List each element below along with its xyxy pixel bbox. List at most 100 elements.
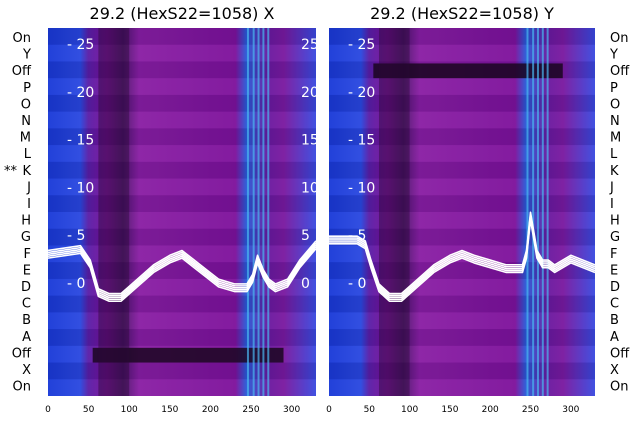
series-line (48, 240, 316, 295)
heatmap-row-band (329, 94, 595, 112)
row-label: I (610, 197, 614, 212)
row-label: Y (22, 48, 31, 63)
x-tick-label: 300 (562, 405, 579, 415)
heatmap-row-band (48, 111, 316, 129)
panel-y: 29.2 (HexS22=1058) Y - 0- 5- 10- 15- 20-… (326, 4, 630, 415)
chart-title: 29.2 (HexS22=1058) Y (370, 4, 554, 23)
row-label: L (24, 147, 32, 162)
row-label: A (22, 330, 31, 345)
heatmap-row-band (329, 161, 595, 179)
y-tick-label: - 5 (348, 228, 366, 244)
x-tick-label: 50 (364, 405, 376, 415)
row-label: M (20, 131, 31, 146)
heatmap-row-band (48, 28, 316, 45)
row-label: C (610, 297, 619, 312)
row-label: A (610, 330, 619, 345)
heatmap-row-band (48, 178, 316, 196)
row-label: O (610, 97, 620, 112)
heatmap-row-band (48, 145, 316, 162)
heatmap-off-band (373, 63, 563, 79)
heatmap-row-band (48, 94, 316, 112)
x-tick-label: 150 (441, 405, 458, 415)
heatmap-row-band (48, 161, 316, 179)
heatmap-streak (541, 28, 544, 396)
row-label: C (22, 297, 31, 312)
heatmap-streak (532, 28, 535, 396)
x-tick-label: 100 (121, 405, 138, 415)
series-line (48, 244, 316, 299)
heatmap-row-band (48, 295, 316, 313)
row-label: X (22, 363, 31, 378)
row-label: H (21, 214, 31, 229)
heatmap-row-band (48, 312, 316, 330)
x-tick-label: 100 (401, 405, 418, 415)
heatmap-row-band (329, 228, 595, 246)
row-label: J (609, 180, 614, 195)
heatmap-streak (262, 28, 265, 396)
row-label: F (610, 247, 617, 262)
heatmap-row-band (329, 262, 595, 279)
y-tick-label: - 15 (348, 133, 375, 149)
heatmap-row-band (48, 228, 316, 246)
heatmap-row-band (329, 128, 595, 146)
heatmap-streak (257, 28, 260, 396)
row-label: On (13, 31, 31, 46)
y-tick-label-right: 20 (301, 85, 319, 101)
heatmap-row-band (329, 195, 595, 212)
heatmap-streak (546, 28, 549, 396)
heatmap-row-band (48, 44, 316, 62)
heatmap-row-band (48, 262, 316, 279)
row-label: Off (610, 64, 630, 79)
row-label: On (13, 380, 31, 395)
marker-label: ** (4, 164, 18, 179)
heatmap-row-band (48, 61, 316, 79)
y-tick-label: - 20 (348, 85, 375, 101)
heatmap-dark-column (378, 28, 410, 396)
heatmap-row-band (329, 345, 595, 363)
row-label: P (610, 81, 618, 96)
y-tick-label-right: 5 (301, 228, 310, 244)
heatmap-row-band (329, 295, 595, 313)
heatmap-row-band (329, 278, 595, 296)
heatmap-row-band (48, 128, 316, 146)
row-label: H (610, 214, 620, 229)
row-label: P (23, 81, 31, 96)
row-label: On (610, 31, 628, 46)
row-label: K (22, 164, 31, 179)
y-tick-label: - 0 (348, 276, 366, 292)
row-label: Y (609, 48, 618, 63)
y-tick-label: - 25 (67, 37, 94, 53)
heatmap-bands (329, 28, 595, 396)
y-tick-label: - 25 (348, 37, 375, 53)
y-tick-label: - 0 (67, 276, 85, 292)
x-tick-labels: 0 50 100 150 200 250 300 (45, 405, 300, 415)
x-tick-label: 0 (326, 405, 332, 415)
heatmap-off-band (92, 347, 284, 363)
heatmap-row-band (329, 78, 595, 95)
x-tick-label: 50 (83, 405, 95, 415)
heatmap-row-band (48, 329, 316, 346)
y-tick-labels: - 0 - 5 - 10 - 15 - 20 - 25 (348, 37, 375, 292)
series-line (48, 246, 316, 301)
x-tick-label: 300 (283, 405, 300, 415)
row-label: B (22, 313, 31, 328)
y-tick-label-right: 25 (301, 37, 319, 53)
row-label: D (610, 280, 620, 295)
heatmap-row-band (329, 379, 595, 396)
row-label: E (23, 263, 31, 278)
y-tick-label: - 5 (67, 228, 85, 244)
row-label: F (24, 247, 31, 262)
row-label: M (610, 131, 621, 146)
heatmap-background (48, 28, 316, 396)
heatmap-streak (246, 28, 249, 396)
row-label: E (610, 263, 618, 278)
series-line (329, 211, 595, 295)
x-tick-label: 250 (522, 405, 539, 415)
row-label: Off (610, 346, 630, 361)
heatmap-row-band (48, 362, 316, 380)
row-label: L (610, 147, 618, 162)
heatmap-row-band (48, 212, 316, 229)
